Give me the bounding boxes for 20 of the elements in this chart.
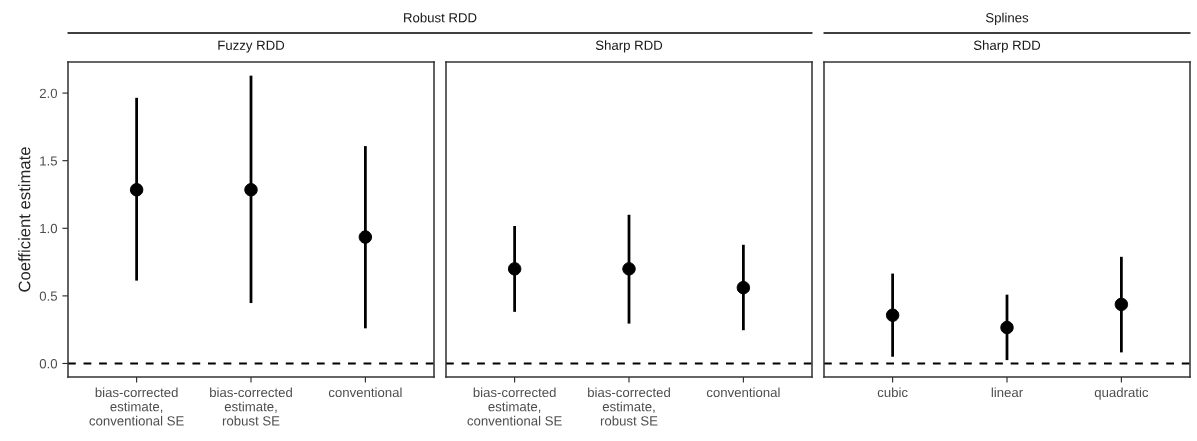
chart-title: Splines	[985, 12, 1029, 25]
x-tick-label: bias-corrected estimate, robust SE	[210, 387, 292, 426]
y-tick-label: 1.0	[40, 223, 58, 234]
x-tick-label: conventional	[328, 387, 402, 398]
x-tick-label: linear	[991, 387, 1023, 398]
chart-subtitle: Sharp RDD	[595, 40, 663, 53]
x-tick-label: bias-corrected estimate, robust SE	[588, 387, 670, 426]
chart-title: Robust RDD	[404, 12, 477, 23]
chart-subtitle: Sharp RDD	[973, 40, 1041, 53]
y-tick-label: 2.0	[39, 88, 58, 99]
y-tick-label: 0.0	[39, 359, 58, 369]
x-tick-label: bias-corrected estimate, conventional SE	[89, 387, 184, 426]
x-tick-label: quadratic	[1094, 387, 1149, 400]
x-tick-label: bias-corrected estimate, conventional SE	[467, 387, 562, 426]
y-tick-label: 1.5	[40, 156, 58, 166]
y-tick-label: 0.5	[39, 291, 58, 301]
chart-subtitle: Fuzzy RDD	[218, 40, 285, 53]
x-tick-label: conventional	[706, 387, 780, 398]
x-tick-label: cubic	[877, 387, 908, 398]
y-axis-title: Coefficient estimate	[18, 147, 31, 292]
